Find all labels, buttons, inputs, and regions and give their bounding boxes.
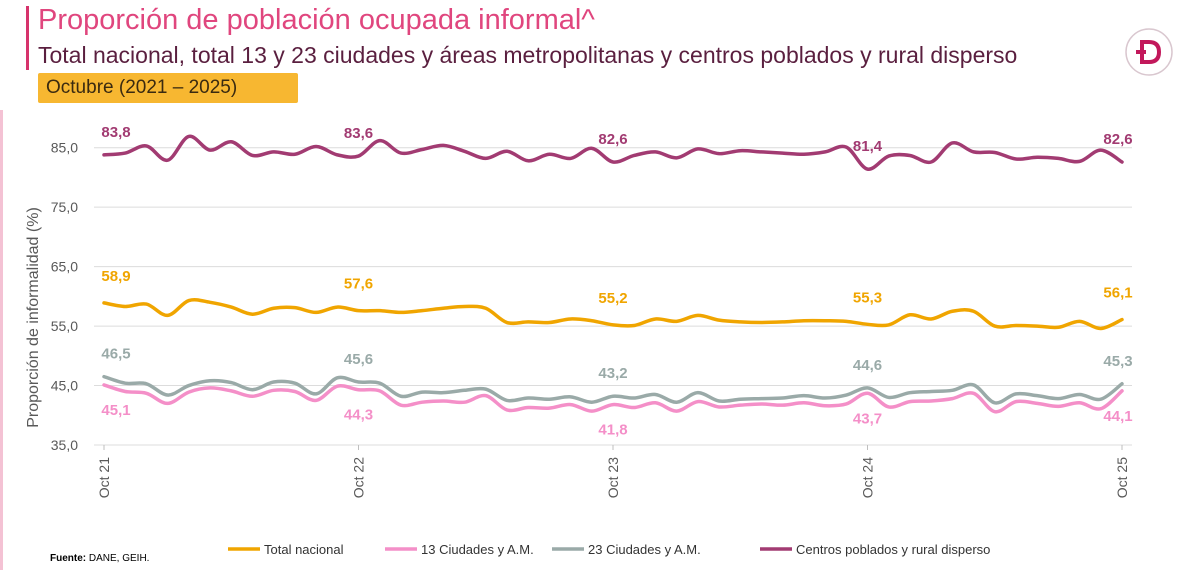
dane-d-logo-icon bbox=[1125, 28, 1173, 76]
y-tick-label: 85,0 bbox=[51, 140, 78, 156]
data-label-rural: 82,6 bbox=[598, 131, 627, 148]
source-note: Fuente: DANE, GEIH. bbox=[50, 553, 149, 564]
legend-label-c13: 13 Ciudades y A.M. bbox=[421, 542, 534, 557]
left-edge-stripe bbox=[0, 110, 3, 570]
legend-label-c23: 23 Ciudades y A.M. bbox=[588, 542, 701, 557]
legend-label-total: Total nacional bbox=[264, 542, 344, 557]
legend-label-rural: Centros poblados y rural disperso bbox=[796, 542, 990, 557]
source-text: DANE, GEIH. bbox=[88, 553, 150, 564]
data-label-c13: 44,1 bbox=[1103, 408, 1132, 425]
data-label-rural: 83,8 bbox=[101, 124, 130, 141]
chart-subtitle: Total nacional, total 13 y 23 ciudades y… bbox=[38, 42, 1018, 68]
y-tick-label: 75,0 bbox=[51, 199, 78, 215]
data-label-total: 56,1 bbox=[1103, 285, 1132, 302]
y-tick-label: 65,0 bbox=[51, 259, 78, 275]
data-label-total: 55,3 bbox=[853, 289, 882, 306]
data-label-total: 57,6 bbox=[344, 276, 373, 293]
title-accent-bar bbox=[26, 6, 29, 70]
series-line-c23 bbox=[102, 374, 1124, 405]
source-label: Fuente: bbox=[50, 553, 87, 564]
data-label-c13: 41,8 bbox=[598, 422, 627, 439]
data-label-rural: 81,4 bbox=[853, 138, 883, 155]
data-label-c23: 46,5 bbox=[101, 346, 130, 363]
data-label-rural: 82,6 bbox=[1103, 131, 1132, 148]
y-tick-label: 45,0 bbox=[51, 378, 78, 394]
x-tick-label: Oct 22 bbox=[351, 457, 367, 498]
y-axis-title: Proporción de informalidad (%) bbox=[25, 207, 42, 428]
x-tick-label: Oct 24 bbox=[860, 457, 876, 498]
data-label-c13: 43,7 bbox=[853, 410, 882, 427]
period-badge: Octubre (2021 – 2025) bbox=[38, 73, 298, 103]
y-tick-label: 55,0 bbox=[51, 318, 78, 334]
y-tick-label: 35,0 bbox=[51, 437, 78, 453]
series-line-c13 bbox=[102, 383, 1124, 414]
data-label-c23: 44,6 bbox=[853, 357, 882, 374]
data-label-c23: 45,3 bbox=[1103, 353, 1132, 370]
data-label-rural: 83,6 bbox=[344, 125, 373, 142]
series-line-rural bbox=[102, 134, 1124, 171]
x-tick-label: Oct 21 bbox=[96, 457, 112, 498]
data-label-c23: 45,6 bbox=[344, 351, 373, 368]
x-tick-label: Oct 25 bbox=[1114, 457, 1130, 498]
data-label-total: 55,2 bbox=[598, 290, 627, 307]
data-label-c13: 45,1 bbox=[101, 402, 130, 419]
data-label-c13: 44,3 bbox=[344, 407, 373, 424]
data-label-c23: 43,2 bbox=[598, 365, 627, 382]
series-line-total bbox=[102, 297, 1124, 331]
data-label-total: 58,9 bbox=[101, 268, 130, 285]
x-tick-label: Oct 23 bbox=[605, 457, 621, 498]
chart-title: Proporción de población ocupada informal… bbox=[38, 4, 595, 36]
